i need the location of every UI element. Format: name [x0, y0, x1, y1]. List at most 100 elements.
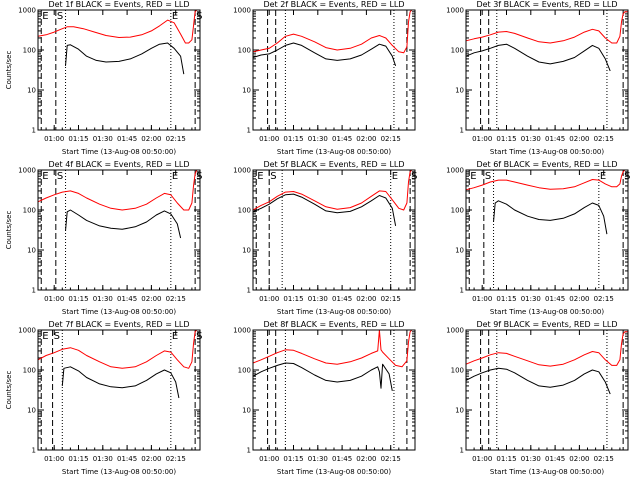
x-tick-label: 01:15 — [283, 135, 303, 143]
x-tick-label: 01:30 — [521, 455, 541, 463]
x-axis-label: Start Time (13-Aug-08 00:50:00) — [62, 308, 176, 316]
series-lld-line — [37, 9, 200, 44]
panel-title: Det 6f BLACK = Events, RED = LLD — [476, 160, 617, 169]
x-tick-label: 02:15 — [166, 455, 186, 463]
y-tick-label: 1 — [247, 447, 251, 455]
series-events-line — [252, 193, 397, 226]
y-tick-label: 100 — [23, 367, 36, 375]
x-tick-label: 01:15 — [68, 135, 88, 143]
detector-panel-1: Det 1f BLACK = Events, RED = LLD Counts/s… — [5, 0, 202, 156]
x-tick-label: 02:15 — [381, 295, 401, 303]
x-tick-label: 01:45 — [117, 295, 137, 303]
x-tick-label: 02:15 — [166, 135, 186, 143]
y-tick-label: 1 — [32, 287, 36, 295]
y-tick-label: 10 — [27, 87, 36, 95]
y-tick-label: 10 — [242, 87, 251, 95]
x-axis-label: Start Time (13-Aug-08 00:50:00) — [277, 468, 391, 476]
event-marker-label: E — [172, 331, 178, 342]
event-marker-label: E — [42, 11, 48, 22]
x-tick-label: 01:30 — [93, 295, 113, 303]
y-tick-label: 10 — [27, 407, 36, 415]
event-marker-label: E — [172, 171, 178, 182]
y-tick-label: 100 — [238, 47, 251, 55]
x-tick-label: 02:00 — [569, 295, 589, 303]
y-tick-label: 100 — [238, 207, 251, 215]
y-tick-label: 100 — [451, 367, 464, 375]
plot-frame — [252, 169, 416, 291]
plot-frame — [37, 169, 201, 291]
x-tick-label: 02:15 — [381, 135, 401, 143]
x-tick-label: 01:30 — [308, 455, 328, 463]
panel-title: Det 7f BLACK = Events, RED = LLD — [48, 320, 189, 329]
x-tick-label: 01:30 — [93, 455, 113, 463]
x-tick-label: 02:15 — [594, 295, 614, 303]
series-events-line — [65, 42, 185, 75]
event-marker-label: S — [270, 171, 276, 182]
y-tick-label: 1000 — [446, 167, 464, 175]
x-tick-label: 01:30 — [93, 135, 113, 143]
x-tick-label: 01:45 — [332, 295, 352, 303]
series-lld-line — [37, 169, 200, 211]
x-tick-label: 01:00 — [472, 295, 492, 303]
x-tick-label: 02:00 — [356, 295, 376, 303]
detector-panel-7: Det 7f BLACK = Events, RED = LLD Counts/s… — [5, 320, 202, 476]
y-tick-label: 1 — [32, 127, 36, 135]
event-marker-label: E — [600, 171, 606, 182]
y-tick-label: 10 — [455, 247, 464, 255]
y-tick-label: 1 — [32, 447, 36, 455]
event-marker-label: E — [470, 171, 476, 182]
detector-panel-3: Det 3f BLACK = Events, RED = LLD Start Ti… — [446, 0, 629, 156]
y-tick-label: 100 — [451, 47, 464, 55]
series-events-line — [465, 43, 611, 72]
y-axis-label: Counts/sec — [5, 371, 13, 410]
x-tick-label: 01:30 — [521, 295, 541, 303]
detector-panel-5: Det 5f BLACK = Events, RED = LLD Start Ti… — [233, 160, 417, 316]
y-tick-label: 1 — [460, 447, 464, 455]
panel-title: Det 8f BLACK = Events, RED = LLD — [263, 320, 404, 329]
panel-title: Det 2f BLACK = Events, RED = LLD — [263, 0, 404, 9]
x-tick-label: 01:45 — [332, 135, 352, 143]
x-tick-label: 01:00 — [259, 455, 279, 463]
plot-frame — [465, 9, 629, 131]
x-tick-label: 02:00 — [569, 135, 589, 143]
event-marker-label: E — [172, 11, 178, 22]
y-tick-label: 1 — [460, 287, 464, 295]
x-tick-label: 01:15 — [68, 455, 88, 463]
plot-frame — [252, 9, 416, 131]
x-tick-label: 01:45 — [545, 455, 565, 463]
x-axis-label: Start Time (13-Aug-08 00:50:00) — [277, 148, 391, 156]
plot-frame — [465, 169, 629, 291]
panel-title: Det 5f BLACK = Events, RED = LLD — [263, 160, 404, 169]
x-axis-label: Start Time (13-Aug-08 00:50:00) — [490, 468, 604, 476]
y-tick-label: 100 — [23, 47, 36, 55]
panel-title: Det 4f BLACK = Events, RED = LLD — [48, 160, 189, 169]
y-tick-label: 100 — [23, 207, 36, 215]
x-tick-label: 01:00 — [472, 455, 492, 463]
x-tick-label: 02:00 — [141, 455, 161, 463]
series-events-line — [252, 42, 397, 67]
detector-panel-9: Det 9f BLACK = Events, RED = LLD Start Ti… — [446, 320, 629, 476]
x-tick-label: 01:00 — [259, 135, 279, 143]
event-marker-label: E — [42, 171, 48, 182]
x-tick-label: 01:00 — [44, 135, 64, 143]
y-tick-label: 1 — [247, 127, 251, 135]
event-marker-label: S — [624, 171, 630, 182]
event-marker-label: E — [42, 331, 48, 342]
x-tick-label: 01:00 — [44, 455, 64, 463]
detector-panel-2: Det 2f BLACK = Events, RED = LLD Start Ti… — [233, 0, 416, 156]
series-events-line — [252, 362, 393, 391]
series-lld-line — [252, 169, 415, 211]
event-marker-label: S — [196, 331, 202, 342]
x-tick-label: 01:45 — [545, 295, 565, 303]
y-axis-label: Counts/sec — [5, 51, 13, 90]
x-axis-label: Start Time (13-Aug-08 00:50:00) — [490, 308, 604, 316]
plot-frame — [37, 9, 201, 131]
event-marker-label: S — [57, 171, 63, 182]
x-tick-label: 01:45 — [117, 455, 137, 463]
y-tick-label: 1 — [460, 127, 464, 135]
event-marker-label: S — [411, 171, 417, 182]
y-tick-label: 10 — [455, 87, 464, 95]
y-tick-label: 10 — [242, 247, 251, 255]
y-tick-label: 1000 — [446, 327, 464, 335]
